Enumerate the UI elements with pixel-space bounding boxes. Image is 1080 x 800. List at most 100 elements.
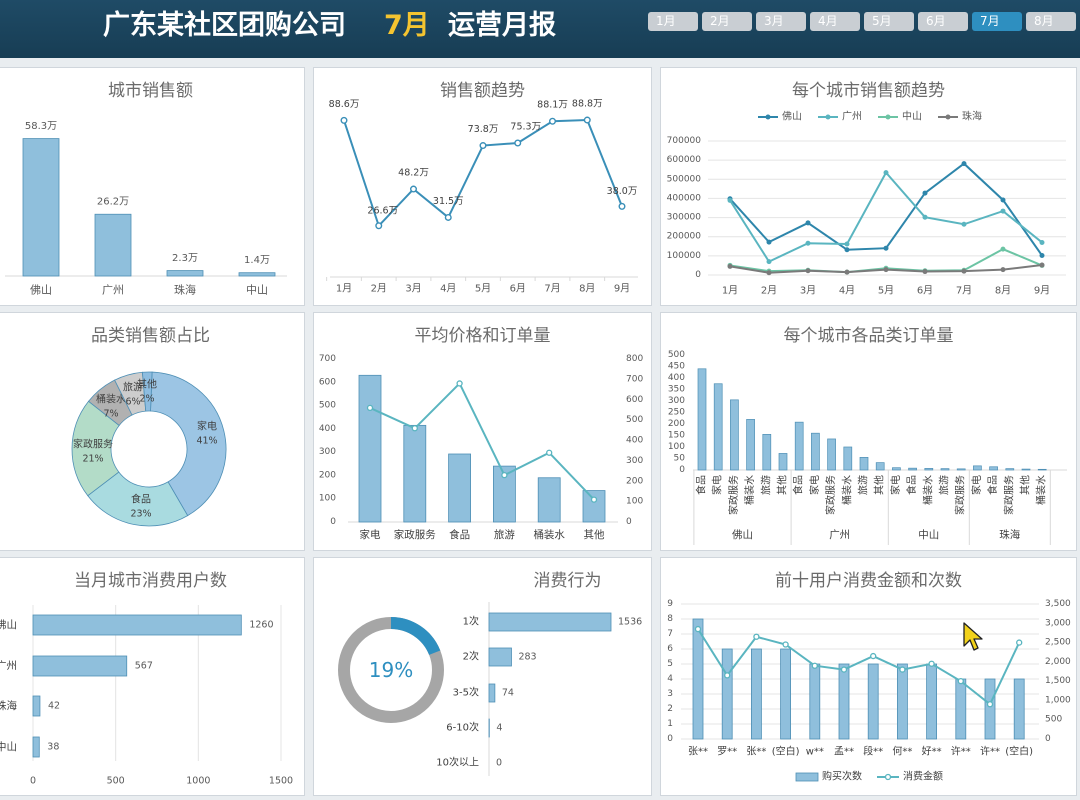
bar <box>537 477 561 523</box>
x-tick-label: 广州 <box>102 284 124 297</box>
y-left-tick-label: 100 <box>319 494 336 504</box>
data-point <box>694 625 702 633</box>
bar <box>697 368 707 471</box>
data-point <box>548 117 556 125</box>
slice-pct-label: 7% <box>103 409 118 420</box>
x-tick-label: 1500 <box>269 776 293 787</box>
month-tab[interactable]: 4月 <box>810 12 860 31</box>
data-label: 75.3万 <box>510 121 541 132</box>
x-tick-label: 5月 <box>475 283 491 295</box>
pie-slice <box>150 371 227 517</box>
panel-category-share: 品类销售额占比 家电 41% 食品 23% 家政服务 21% 桶装水 7% 旅游 6% 其他 2% <box>0 312 305 551</box>
data-point <box>840 666 848 673</box>
y-tick-label: 150 <box>668 431 685 441</box>
city-users-chart: 0 500 1000 1500 1260 佛山 567 广州 42 珠海 38 中山 <box>0 605 293 787</box>
x-tick-label: 家电 <box>889 475 902 495</box>
series-line <box>369 381 595 501</box>
legend-label: 购买次数 <box>822 770 862 783</box>
bar <box>488 647 512 667</box>
month-tab[interactable]: 5月 <box>864 12 914 31</box>
legend-marker <box>884 773 892 781</box>
bar <box>973 465 982 471</box>
chart-title: 品类销售额占比 <box>91 326 210 346</box>
x-tick-label: 6月 <box>510 283 526 295</box>
chart-title: 平均价格和订单量 <box>414 326 551 346</box>
bar <box>94 213 132 277</box>
data-point <box>514 139 522 147</box>
x-tick-label: 桶装水 <box>921 475 934 505</box>
bar <box>488 683 496 703</box>
y-right-tick-label: 0 <box>1045 734 1051 744</box>
slice-name-label: 其他 <box>137 378 157 391</box>
bar <box>780 648 791 740</box>
data-label: 38.0万 <box>607 186 638 197</box>
month-tab[interactable]: 3月 <box>756 12 806 31</box>
slice-pct-label: 21% <box>82 454 103 465</box>
slice-name-label: 桶装水 <box>96 393 126 406</box>
y-tick-label: 佛山 <box>0 618 17 631</box>
data-point <box>883 245 889 251</box>
bar <box>1021 468 1031 471</box>
month-tab[interactable]: 1月 <box>648 12 698 31</box>
y-tick-label: 10次以上 <box>436 756 479 769</box>
data-point <box>409 185 417 193</box>
x-tick-label: 好** <box>922 746 942 758</box>
pie-slice <box>141 371 153 412</box>
y-tick-label: 3-5次 <box>453 686 479 699</box>
month-tab[interactable]: 6月 <box>918 12 968 31</box>
title-report: 运营月报 <box>448 10 556 41</box>
bar <box>896 663 908 740</box>
data-label: 88.8万 <box>572 99 603 110</box>
data-point <box>961 161 967 167</box>
month-tab[interactable]: 8月 <box>1026 12 1076 31</box>
y-left-tick-label: 700 <box>319 354 336 364</box>
panel-price-orders: 平均价格和订单量 0 100 200 300 400 500 600 700 0 100 200 30… <box>313 312 652 551</box>
slice-pct-label: 23% <box>130 509 151 520</box>
data-label: 31.5万 <box>433 196 464 207</box>
data-point <box>590 496 598 503</box>
price-orders-chart: 0 100 200 300 400 500 600 700 0 100 200 300 400 500 60… <box>319 354 644 541</box>
data-point <box>844 247 850 253</box>
group-label: 广州 <box>829 529 850 541</box>
legend-label: 广州 <box>842 111 862 123</box>
x-tick-label: 5月 <box>878 285 894 297</box>
legend-label: 珠海 <box>962 110 982 123</box>
x-tick-label: 1月 <box>336 283 352 295</box>
bar <box>32 614 242 636</box>
data-point <box>456 380 463 387</box>
data-point <box>727 197 733 203</box>
data-point <box>546 449 553 456</box>
month-tab[interactable]: 7月 <box>972 12 1022 31</box>
data-point <box>766 239 772 245</box>
y-left-tick-label: 2 <box>667 704 673 714</box>
chart-title: 城市销售额 <box>108 81 193 101</box>
bar <box>358 374 382 523</box>
y-right-tick-label: 700 <box>626 374 643 384</box>
data-point <box>366 404 374 412</box>
x-tick-label: 6月 <box>917 285 933 297</box>
bar <box>488 612 612 632</box>
x-tick-label: 家政服务 <box>954 475 967 515</box>
group-label: 佛山 <box>732 528 753 541</box>
month-tab[interactable]: 2月 <box>702 12 752 31</box>
pie-slice <box>87 471 189 527</box>
y-left-tick-label: 4 <box>667 674 673 684</box>
y-left-tick-label: 8 <box>667 614 673 624</box>
y-right-tick-label: 2,000 <box>1045 657 1071 667</box>
x-tick-label: 食品 <box>695 475 708 495</box>
x-tick-label: 7月 <box>544 283 560 295</box>
data-point <box>899 666 906 673</box>
data-point <box>922 190 928 196</box>
bar <box>859 457 869 471</box>
bar <box>762 433 772 471</box>
x-tick-label: 4月 <box>440 283 456 295</box>
y-tick-label: 200000 <box>667 232 702 242</box>
x-tick-label: 桶装水 <box>1035 475 1048 505</box>
x-tick-label: 其他 <box>1019 475 1032 495</box>
y-tick-label: 350 <box>668 385 685 395</box>
data-point <box>782 641 789 648</box>
data-label: 26.2万 <box>97 197 129 208</box>
chart-title: 每个城市销售额趋势 <box>792 81 945 101</box>
data-label: 283 <box>518 652 536 663</box>
x-tick-label: 桶装水 <box>743 475 756 505</box>
